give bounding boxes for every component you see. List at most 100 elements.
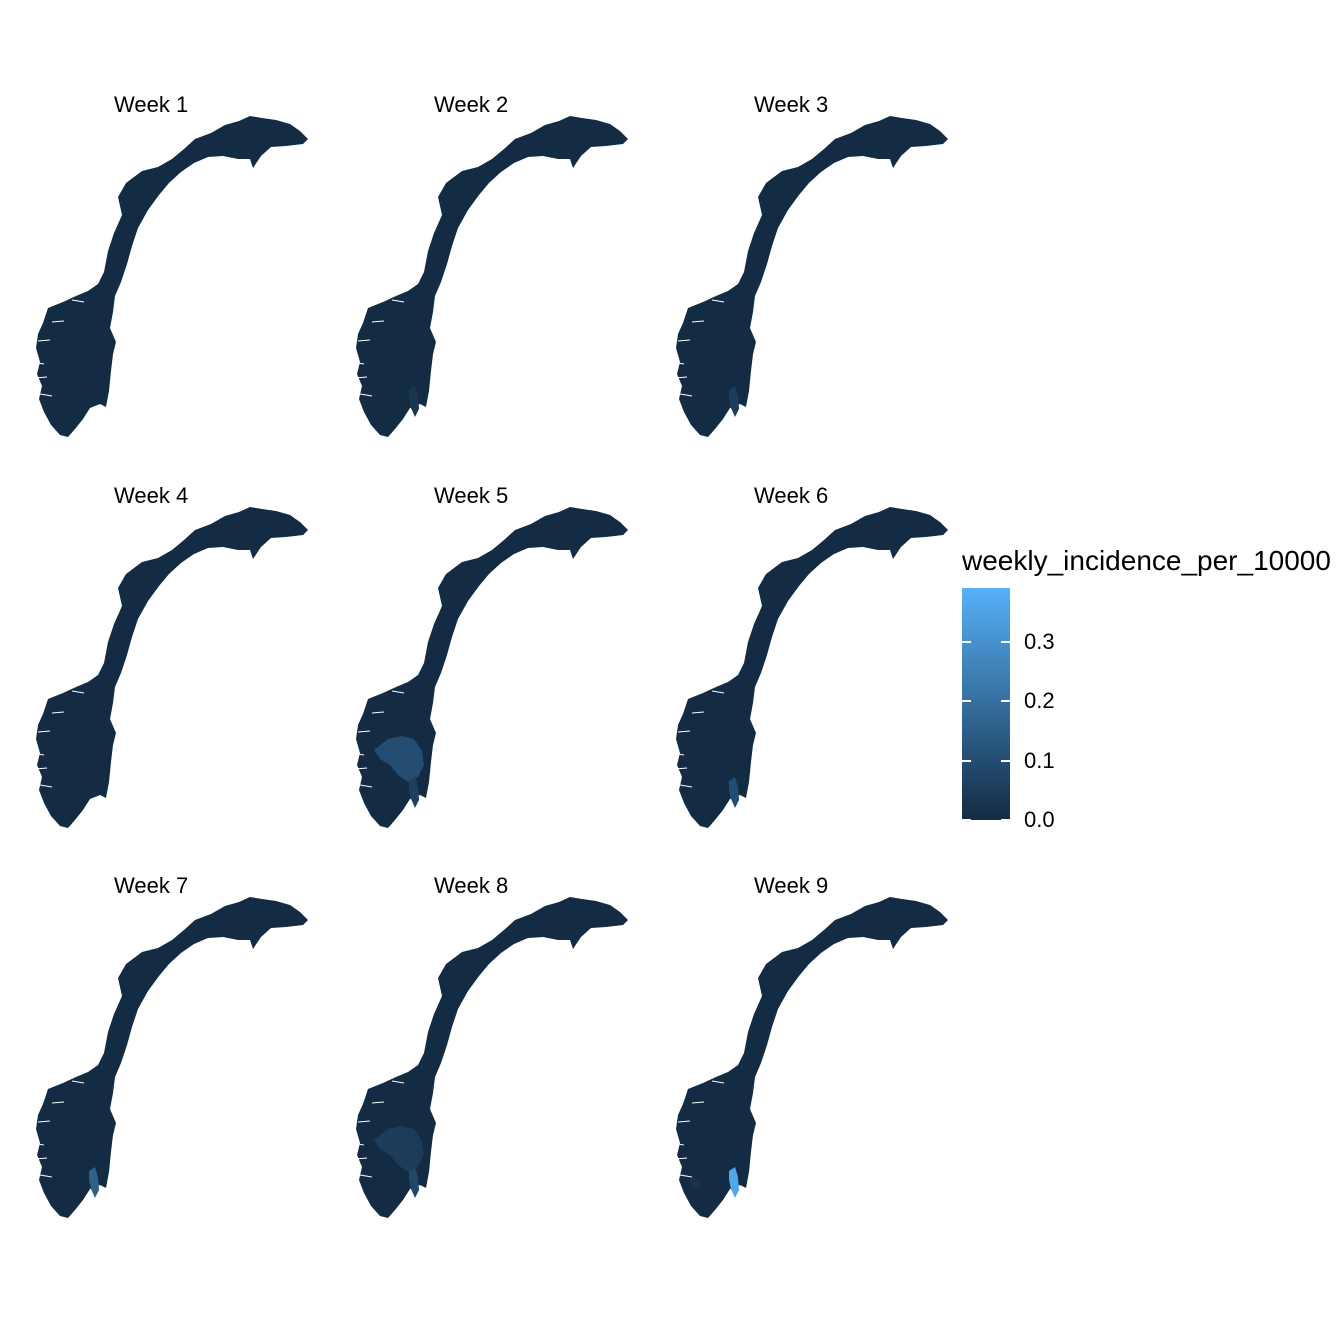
norway-map bbox=[351, 116, 628, 437]
fjord-notch bbox=[359, 784, 373, 788]
fjord-notch bbox=[39, 393, 53, 397]
fjord-notch bbox=[371, 711, 385, 714]
fjord-notch bbox=[31, 1142, 45, 1146]
panel-title: Week 8 bbox=[434, 873, 509, 898]
fjord-notch bbox=[351, 752, 365, 756]
fjord-notch bbox=[674, 1157, 688, 1160]
panel-title: Week 3 bbox=[754, 92, 829, 117]
fjord-notch bbox=[371, 1101, 385, 1104]
norway-base-region bbox=[676, 507, 948, 828]
color-legend: weekly_incidence_per_10000 0.0 0.1 0.2 0.3 bbox=[962, 545, 1344, 835]
fjord-notch bbox=[371, 320, 385, 323]
norway-map bbox=[31, 897, 308, 1218]
legend-tick-label: 0.3 bbox=[1024, 628, 1055, 654]
fjord-notch bbox=[34, 376, 48, 379]
region-south-west bbox=[689, 1176, 701, 1190]
map-panel: Week 3 bbox=[658, 92, 958, 452]
fjord-notch bbox=[391, 299, 405, 303]
fjord-notch bbox=[691, 711, 705, 714]
fjord-notch bbox=[677, 1120, 691, 1123]
panel-title: Week 7 bbox=[114, 873, 189, 898]
region-oslo-fjord bbox=[409, 386, 419, 417]
map-panel: Week 6 bbox=[658, 483, 958, 843]
map-panel: Week 9 bbox=[658, 873, 958, 1233]
map-panel: Week 4 bbox=[18, 483, 318, 843]
fjord-notch bbox=[674, 376, 688, 379]
fjord-notch bbox=[359, 1174, 373, 1178]
map-panel: Week 8 bbox=[338, 873, 638, 1233]
region-oslo-fjord bbox=[729, 1167, 739, 1198]
region-oslo-fjord bbox=[729, 386, 739, 417]
map-panel: Week 7 bbox=[18, 873, 318, 1233]
fjord-notch bbox=[354, 767, 368, 770]
norway-map bbox=[671, 897, 948, 1218]
region-oslo-fjord bbox=[409, 777, 419, 808]
legend-title: weekly_incidence_per_10000 bbox=[962, 545, 1331, 576]
panel-title: Week 1 bbox=[114, 92, 189, 117]
norway-base-region bbox=[36, 897, 308, 1218]
fjord-notch bbox=[671, 361, 685, 365]
panel-title: Week 2 bbox=[434, 92, 509, 117]
region-inland-east bbox=[374, 1126, 424, 1172]
fjord-notch bbox=[39, 784, 53, 788]
fjord-notch bbox=[679, 784, 693, 788]
fjord-notch bbox=[354, 376, 368, 379]
map-panel: Week 5 bbox=[338, 483, 638, 843]
norway-base-region bbox=[356, 116, 628, 437]
legend-tick-label: 0.2 bbox=[1024, 688, 1055, 714]
legend-colorbar bbox=[962, 588, 1010, 820]
fjord-notch bbox=[677, 730, 691, 733]
fjord-notch bbox=[51, 711, 65, 714]
fjord-notch bbox=[71, 299, 85, 303]
fjord-notch bbox=[37, 1120, 51, 1123]
fjord-notch bbox=[354, 1157, 368, 1160]
fjord-notch bbox=[31, 361, 45, 365]
panel-title: Week 9 bbox=[754, 873, 829, 898]
norway-map bbox=[671, 507, 948, 828]
norway-base-region bbox=[36, 507, 308, 828]
fjord-notch bbox=[711, 1080, 725, 1084]
fjord-notch bbox=[679, 1174, 693, 1178]
fjord-notch bbox=[351, 361, 365, 365]
fjord-notch bbox=[31, 752, 45, 756]
fjord-notch bbox=[34, 1157, 48, 1160]
norway-base-region bbox=[676, 116, 948, 437]
fjord-notch bbox=[671, 1142, 685, 1146]
fjord-notch bbox=[357, 730, 371, 733]
norway-map bbox=[351, 507, 628, 828]
panel-title: Week 4 bbox=[114, 483, 189, 508]
fjord-notch bbox=[37, 730, 51, 733]
fjord-notch bbox=[674, 767, 688, 770]
fjord-notch bbox=[351, 1142, 365, 1146]
fjord-notch bbox=[711, 299, 725, 303]
norway-base-region bbox=[676, 897, 948, 1218]
norway-map bbox=[671, 116, 948, 437]
panel-title: Week 5 bbox=[434, 483, 509, 508]
fjord-notch bbox=[39, 1174, 53, 1178]
norway-map bbox=[31, 507, 308, 828]
fjord-notch bbox=[357, 339, 371, 342]
fjord-notch bbox=[71, 1080, 85, 1084]
fjord-notch bbox=[691, 320, 705, 323]
fjord-notch bbox=[357, 1120, 371, 1123]
norway-base-region bbox=[356, 507, 628, 828]
region-inland-east bbox=[374, 736, 424, 782]
norway-map bbox=[31, 116, 308, 437]
map-panel: Week 2 bbox=[338, 92, 638, 452]
fjord-notch bbox=[711, 690, 725, 694]
fjord-notch bbox=[359, 393, 373, 397]
fjord-notch bbox=[391, 1080, 405, 1084]
panel-title: Week 6 bbox=[754, 483, 829, 508]
norway-base-region bbox=[356, 897, 628, 1218]
fjord-notch bbox=[679, 393, 693, 397]
legend-tick-label: 0.0 bbox=[1024, 807, 1055, 832]
fjord-notch bbox=[51, 320, 65, 323]
norway-base-region bbox=[36, 116, 308, 437]
map-panel: Week 1 bbox=[18, 92, 318, 452]
region-oslo-fjord bbox=[409, 1167, 419, 1198]
fjord-notch bbox=[34, 767, 48, 770]
region-oslo-fjord bbox=[729, 777, 739, 808]
fjord-notch bbox=[671, 752, 685, 756]
norway-map bbox=[351, 897, 628, 1218]
